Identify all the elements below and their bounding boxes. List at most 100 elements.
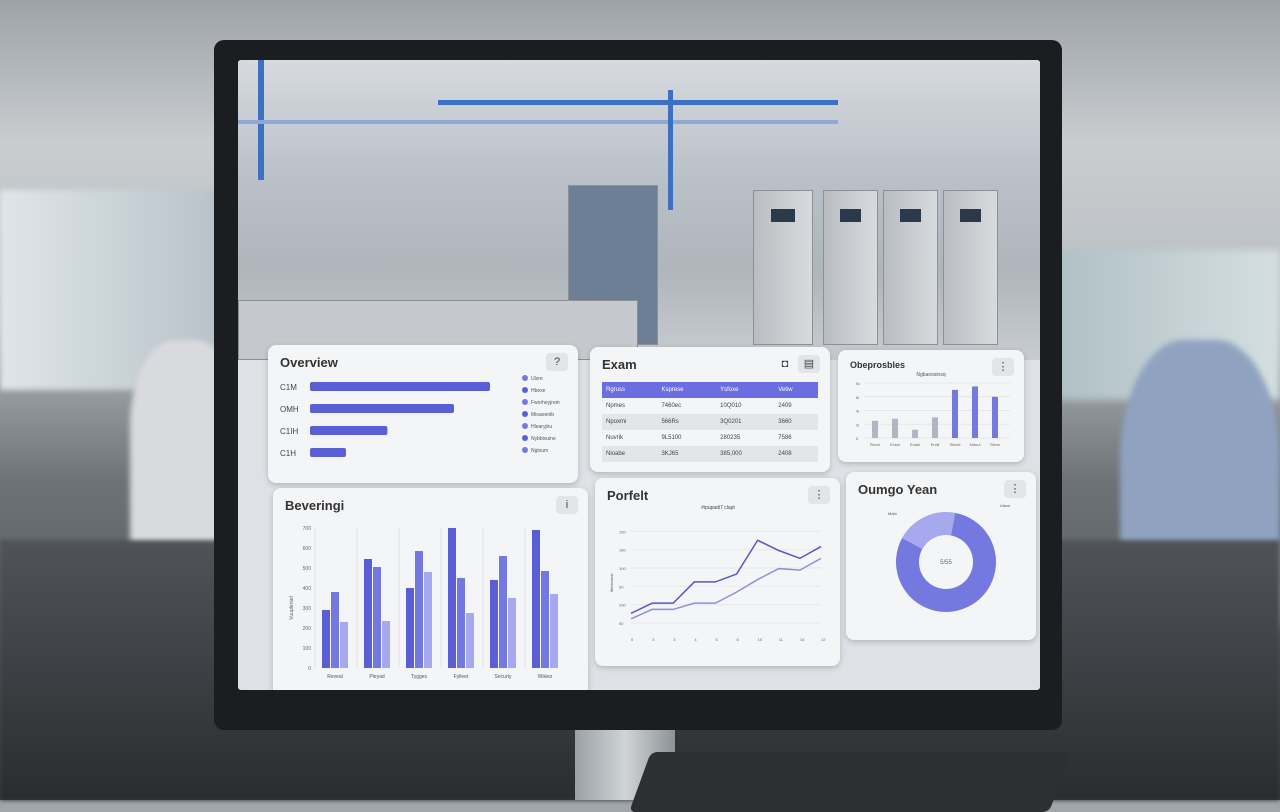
y-tick-label: 300 [303,606,312,612]
menu-icon[interactable]: ⋮ [808,486,830,504]
legend-label: Nybbivuine [531,436,556,442]
table-cell: 7460ec [661,403,682,409]
chart-subtitle: #ipupadi7 clapt [701,505,735,511]
beveringi-chart: Vuuplersel 0 100 200 300 400 500 600 700 Reveal Pl… [289,526,558,680]
x-tick-label: 3 [652,637,655,642]
objectives-chart: Ngbanosinsq 0 2i 4l 6i 5c Rexxi Exsel Eoakl Ervil… [856,372,1010,447]
x-tick-label: 10 [758,637,763,642]
table-cell: 2409 [778,403,792,409]
card-title: Porfelt [607,488,649,503]
table-cell: Nuvrik [606,435,624,441]
y-tick-label: 2i [856,422,859,427]
table-cell: 566Rs [657,414,717,430]
table-cell: Npmes [606,403,626,409]
chart-subtitle: Ngbanosinsq [916,372,945,378]
camera-icon[interactable]: ◘ [781,358,789,370]
y-tick-label: 200 [303,626,312,632]
table-cell: 2408 [774,446,818,462]
perfelt-series-line [630,557,822,620]
beveringi-bar [373,567,381,668]
y-tick-label: 6i [856,395,859,400]
y-tick-label: 600 [303,546,312,552]
x-tick-label: 3 [673,637,676,642]
table-cell: 3KJ65 [657,446,717,462]
objective-bar [912,429,918,438]
y-axis-label: Iftenbmeal [609,574,614,593]
x-tick-label: Mdeul [970,442,981,447]
objective-bar [952,389,958,438]
donut-center-label: 5/55 [940,560,952,566]
y-tick-label: 4l [856,409,859,414]
y-tick-label: 100 [303,646,312,652]
x-tick-label: 0 [631,637,634,642]
legend-label: Hbexe [531,388,546,394]
beveringi-bar [415,551,423,668]
menu-icon[interactable]: ⋮ [1004,480,1026,498]
objective-bar [972,386,978,438]
overview-bar [310,404,454,413]
beveringi-bar [382,621,390,668]
beveringi-bar [406,588,414,668]
table-cell: 385,000 [716,446,775,462]
y-tick-label: 90 [619,584,624,589]
export-icon[interactable]: ▤ [798,355,820,373]
category-label: C1M [280,383,297,392]
oumgo-donut-chart: 5/55 Mafo Ulaxe [888,503,1011,612]
beveringi-bar [490,580,498,668]
legend-label: Mioaeenib [531,412,554,418]
perfelt-series-line [630,539,822,615]
y-tick-label: 0 [308,666,311,672]
y-tick-label: 100 [619,566,626,571]
exam-card: Exam ◘ ▤ Rgruss Ksprese Ysfoxe Vetiw Npmes 74… [590,347,830,472]
beveringi-bar [466,613,474,668]
x-tick-label: Tygges [411,674,428,680]
category-label: C1IH [280,427,298,436]
x-tick-label: 4 [694,637,697,642]
objective-bar [872,420,878,438]
info-icon[interactable]: i [556,496,578,514]
y-tick-label: 0 [856,436,859,441]
dashboard-screen: Overview ? C1M OMH C1IH C1H Ulxre Hbexe Fworhe… [238,60,1040,690]
objective-bar [932,417,938,438]
legend-label: Ulxre [531,376,543,382]
table-row[interactable]: Nioabe 3KJ65 385,000 2408 [602,446,818,462]
beveringi-bar [424,572,432,668]
perfelt-chart: #ipupadi7 claptIftenbmeal502009010016015… [609,505,826,642]
legend-dot [522,435,528,441]
y-tick-label: 160 [619,548,626,553]
table-cell: Npoxmi [602,414,658,430]
overview-bar [310,426,388,435]
category-label: C1H [280,449,296,458]
column-header[interactable]: Vetiw [774,382,818,398]
beveringi-card: Beveringi i Vuuplersel 0 100 200 300 400 500 60… [273,488,588,690]
table-cell: 280235 [720,435,741,441]
x-tick-label: Wikiez [538,674,553,680]
column-header[interactable]: Rgruss [602,382,658,398]
card-title: Oumgo Yean [858,482,938,497]
beveringi-bar [322,610,330,668]
column-header[interactable]: Ksprese [657,382,717,398]
donut-slice [896,512,996,612]
table-cell: Nioabe [602,446,658,462]
factory-banner-image [238,60,1040,360]
table-row[interactable]: Npoxmi 566Rs 3Q0201 3660 [602,414,818,430]
table-row[interactable]: Npmes 7460ec 10Q010 2409 [602,398,818,414]
perfelt-card: Porfelt ⋮ #ipupadi7 clapt Iftenbmeal 50 200… [595,478,840,666]
overview-bar [310,382,490,391]
x-tick-label: Pleyad [369,674,385,680]
legend-dot [522,447,528,453]
slice-label: Mafo [888,511,898,516]
legend-dot [522,423,528,429]
card-title: Obeprosbles [850,360,906,370]
menu-icon[interactable]: ⋮ [992,358,1014,376]
help-icon[interactable]: ? [546,353,568,371]
column-header[interactable]: Ysfoxe [716,382,775,398]
x-tick-label: Slens [990,442,1000,447]
beveringi-bar [340,622,348,668]
x-tick-label: 6 [737,637,740,642]
x-tick-label: 12 [821,637,826,642]
x-tick-label: Exsel [890,442,900,447]
legend-dot [522,411,528,417]
overview-chart: C1M OMH C1IH C1H Ulxre Hbexe Fworheyjrein Mioae… [280,370,566,475]
table-row[interactable]: Nuvrik 9L5100 280235 7586 [602,430,818,446]
